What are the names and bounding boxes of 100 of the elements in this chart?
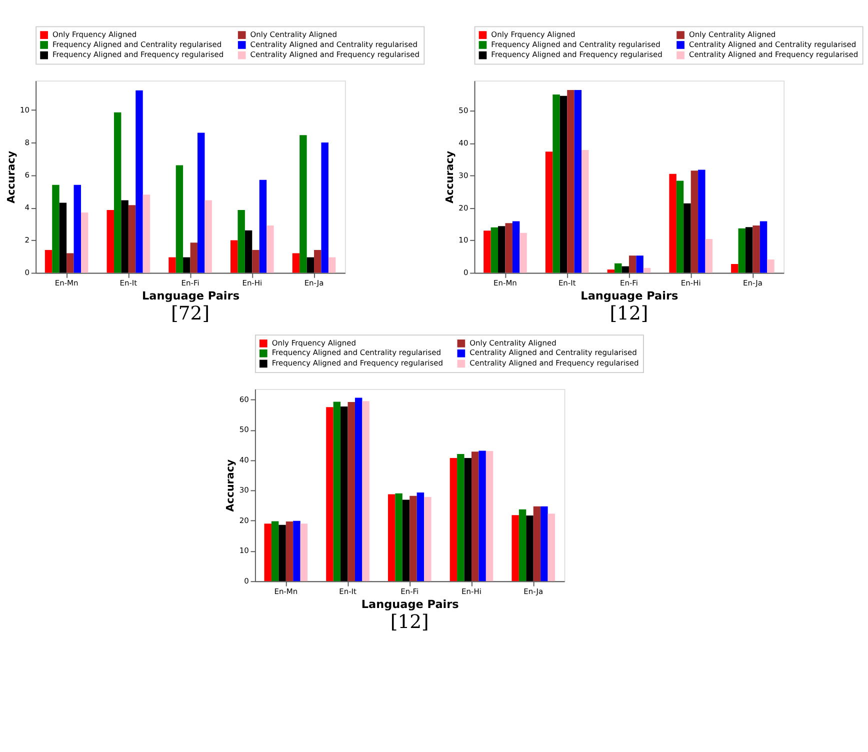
legend-label: Frequency Aligned and Centrality regularised <box>491 40 661 49</box>
bar <box>59 202 67 273</box>
bar <box>44 250 52 273</box>
y-tick-label: 6 <box>24 170 30 180</box>
bar <box>314 250 322 273</box>
bar <box>168 257 176 273</box>
bar <box>354 398 362 582</box>
x-tick-label: En-Fi <box>400 586 419 596</box>
y-tick-label: 40 <box>458 138 468 148</box>
bar <box>690 170 698 273</box>
bar <box>533 506 541 582</box>
bar <box>512 221 520 273</box>
bar <box>264 524 272 582</box>
legend-label: Centrality Aligned and Frequency regularised <box>688 50 858 60</box>
bar <box>395 493 402 582</box>
bar <box>292 253 300 273</box>
bar <box>266 226 274 273</box>
bar <box>567 90 574 273</box>
bar <box>684 203 691 273</box>
bar <box>190 242 198 273</box>
x-tick-label: En-Hi <box>242 278 262 288</box>
bar <box>540 506 548 582</box>
x-tick-label: En-Fi <box>620 278 638 288</box>
bar <box>326 407 334 582</box>
y-tick-label: 40 <box>239 455 250 464</box>
bar <box>486 451 494 582</box>
bar <box>252 250 260 273</box>
bar <box>183 257 190 273</box>
legend-label: Only Frquency Aligned <box>491 30 576 39</box>
bar <box>128 205 136 273</box>
y-tick-label: 0 <box>244 576 250 586</box>
x-tick-label: En-Ja <box>524 586 544 596</box>
x-axis-title: Language Pairs <box>580 289 679 302</box>
bar <box>643 268 651 273</box>
bar <box>259 180 267 273</box>
y-tick-label: 0 <box>463 268 468 278</box>
legend-label: Only Frquency Aligned <box>272 338 356 348</box>
bar <box>628 256 636 273</box>
y-tick-label: 10 <box>458 236 468 245</box>
bar <box>416 492 424 582</box>
bar <box>321 142 328 273</box>
bar <box>512 515 519 582</box>
bar <box>204 200 212 273</box>
bar <box>490 227 498 273</box>
bar <box>478 450 486 582</box>
bar <box>560 96 568 273</box>
bar <box>388 494 396 582</box>
bar <box>106 210 114 273</box>
bar <box>286 522 294 582</box>
y-tick-label: 20 <box>239 516 250 525</box>
bar <box>548 514 556 582</box>
bar <box>450 458 458 582</box>
legend-label: Frequency Aligned and Frequency regularised <box>272 358 444 368</box>
bar <box>574 90 582 273</box>
bar <box>278 524 286 582</box>
bar <box>410 496 417 582</box>
bar <box>300 524 308 582</box>
text: [12] <box>390 612 429 634</box>
bar <box>176 165 184 273</box>
legend-label: Centrality Aligned and Centrality regularised <box>688 40 856 49</box>
x-axis-title: Language Pairs <box>361 598 460 611</box>
x-tick-label: En-It <box>120 278 138 288</box>
bar <box>526 515 534 582</box>
x-tick-label: En-Mn <box>274 586 298 596</box>
bar <box>669 174 676 273</box>
bar <box>306 257 314 273</box>
bar <box>767 259 774 273</box>
x-tick-label: En-Mn <box>494 278 518 288</box>
bar <box>582 150 589 273</box>
bar <box>80 212 88 273</box>
bar <box>198 132 205 273</box>
bar <box>484 230 491 273</box>
bar <box>464 458 472 582</box>
legend-label: Frequency Aligned and Frequency regularised <box>491 50 663 60</box>
legend-label: Frequency Aligned and Centrality regularised <box>272 348 442 358</box>
y-tick-label: 10 <box>239 546 250 556</box>
y-tick-label: 0 <box>24 268 30 278</box>
bar <box>760 221 768 273</box>
y-tick-label: 20 <box>458 203 468 212</box>
bar <box>705 239 712 273</box>
y-tick-label: 4 <box>24 202 30 212</box>
y-axis-title: Accuracy <box>224 459 237 512</box>
y-axis-title: Accuracy <box>444 150 456 204</box>
bar <box>607 270 615 273</box>
bar <box>636 256 644 273</box>
x-tick-label: En-It <box>558 278 576 288</box>
y-tick-label: 10 <box>20 105 30 114</box>
x-tick-label: En-Ja <box>304 278 324 288</box>
bar <box>66 253 74 273</box>
bar <box>230 240 238 273</box>
legend-label: Only Centrality Aligned <box>250 30 338 39</box>
x-tick-label: En-Mn <box>54 278 78 288</box>
bar <box>498 226 506 273</box>
legend-label: Frequency Aligned and Frequency regularised <box>52 50 224 60</box>
text: [12] <box>610 304 648 325</box>
bar <box>244 230 252 273</box>
bar <box>520 232 527 273</box>
x-axis-title: Language Pairs <box>142 289 240 302</box>
bar <box>676 180 684 273</box>
legend-label: Only Centrality Aligned <box>470 338 557 348</box>
